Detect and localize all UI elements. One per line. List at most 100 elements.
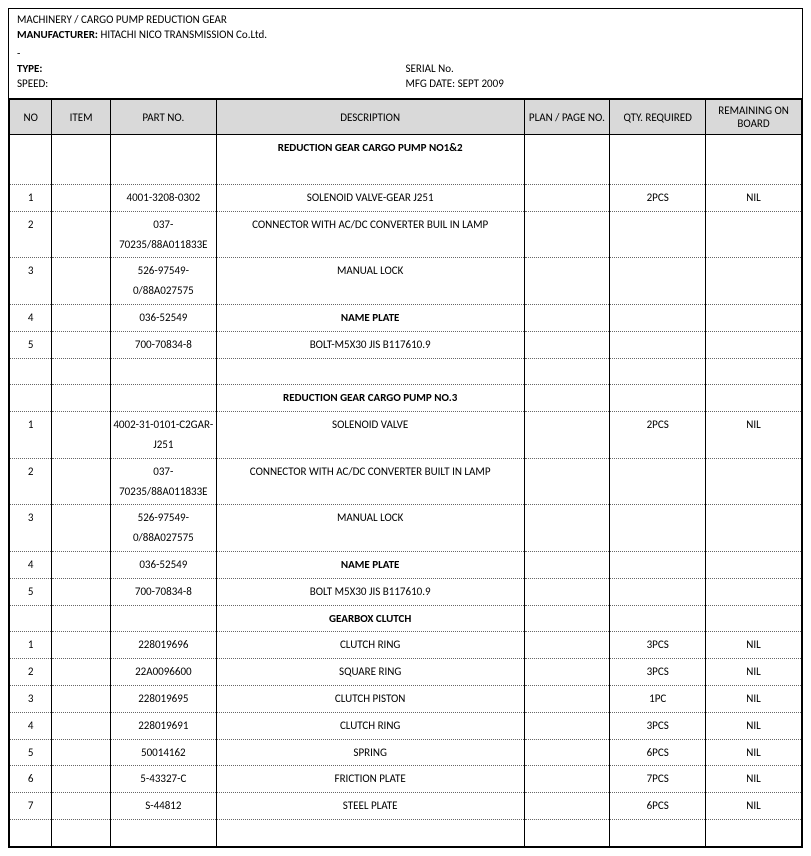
cell-rem bbox=[706, 551, 802, 578]
cell-rem bbox=[706, 135, 802, 185]
cell-rem: NIL bbox=[706, 685, 802, 712]
table-header-row: NO ITEM PART NO. DESCRIPTION PLAN / PAGE… bbox=[10, 100, 802, 135]
table-row: 4036-52549NAME PLATE bbox=[10, 304, 802, 331]
cell-rem: NIL bbox=[706, 412, 802, 459]
cell-plan bbox=[524, 578, 610, 605]
cell-desc: CLUTCH PISTON bbox=[216, 685, 524, 712]
cell-part: 22A0096600 bbox=[110, 659, 216, 686]
table-row: 65-43327-CFRICTION PLATE7PCSNIL bbox=[10, 766, 802, 793]
cell-desc: SOLENOID VALVE-GEAR J251 bbox=[216, 185, 524, 212]
table-row: 14001-3208-0302SOLENOID VALVE-GEAR J2512… bbox=[10, 185, 802, 212]
cell-plan bbox=[524, 505, 610, 552]
cell-desc: FRICTION PLATE bbox=[216, 766, 524, 793]
cell-no: 1 bbox=[10, 412, 52, 459]
manufacturer-line: MANUFACTURER: HITACHI NICO TRANSMISSION … bbox=[17, 28, 794, 41]
cell-qty bbox=[610, 258, 706, 305]
cell-desc: MANUAL LOCK bbox=[216, 258, 524, 305]
table-row: 2037-70235/88A011833ECONNECTOR WITH AC/D… bbox=[10, 458, 802, 505]
cell-plan bbox=[524, 685, 610, 712]
col-header-item: ITEM bbox=[52, 100, 111, 135]
cell-part: 037-70235/88A011833E bbox=[110, 211, 216, 258]
cell-item bbox=[52, 412, 111, 459]
cell-desc: SPRING bbox=[216, 739, 524, 766]
cell-rem: NIL bbox=[706, 739, 802, 766]
cell-blank bbox=[52, 358, 111, 385]
cell-qty: 3PCS bbox=[610, 659, 706, 686]
cell-qty bbox=[610, 505, 706, 552]
cell-rem: NIL bbox=[706, 766, 802, 793]
cell-plan bbox=[524, 412, 610, 459]
cell-desc: CLUTCH RING bbox=[216, 712, 524, 739]
col-header-desc: DESCRIPTION bbox=[216, 100, 524, 135]
type-label: TYPE: bbox=[17, 62, 42, 75]
cell-qty bbox=[610, 605, 706, 632]
cell-plan bbox=[524, 605, 610, 632]
cell-item bbox=[52, 632, 111, 659]
cell-rem: NIL bbox=[706, 793, 802, 820]
cell-qty bbox=[610, 304, 706, 331]
cell-item bbox=[52, 211, 111, 258]
cell-no: 7 bbox=[10, 793, 52, 820]
cell-desc: CLUTCH RING bbox=[216, 632, 524, 659]
cell-plan bbox=[524, 632, 610, 659]
cell-no: 4 bbox=[10, 304, 52, 331]
cell-part bbox=[110, 135, 216, 185]
cell-rem bbox=[706, 304, 802, 331]
table-row: 3526-97549-0/88A027575MANUAL LOCK bbox=[10, 505, 802, 552]
cell-qty: 6PCS bbox=[610, 739, 706, 766]
cell-item bbox=[52, 385, 111, 412]
cell-qty bbox=[610, 578, 706, 605]
cell-qty: 2PCS bbox=[610, 185, 706, 212]
parts-table: NO ITEM PART NO. DESCRIPTION PLAN / PAGE… bbox=[9, 99, 802, 847]
cell-blank bbox=[10, 358, 52, 385]
cell-part: 4001-3208-0302 bbox=[110, 185, 216, 212]
cell-blank bbox=[706, 819, 802, 846]
col-header-no: NO bbox=[10, 100, 52, 135]
cell-plan bbox=[524, 766, 610, 793]
cell-part: 228019691 bbox=[110, 712, 216, 739]
cell-desc: MANUAL LOCK bbox=[216, 505, 524, 552]
cell-rem bbox=[706, 331, 802, 358]
cell-blank bbox=[216, 819, 524, 846]
table-row: REDUCTION GEAR CARGO PUMP NO1&2 bbox=[10, 135, 802, 185]
cell-item bbox=[52, 685, 111, 712]
cell-blank bbox=[10, 819, 52, 846]
cell-qty bbox=[610, 458, 706, 505]
cell-part: 526-97549-0/88A027575 bbox=[110, 505, 216, 552]
cell-rem bbox=[706, 385, 802, 412]
cell-no bbox=[10, 605, 52, 632]
manufacturer-value: HITACHI NICO TRANSMISSION Co.Ltd. bbox=[100, 28, 267, 41]
table-row: GEARBOX CLUTCH bbox=[10, 605, 802, 632]
cell-qty: 3PCS bbox=[610, 712, 706, 739]
table-row: 4228019691CLUTCH RING3PCSNIL bbox=[10, 712, 802, 739]
cell-blank bbox=[610, 819, 706, 846]
cell-blank bbox=[52, 819, 111, 846]
serial-label: SERIAL No. bbox=[406, 62, 454, 75]
cell-no bbox=[10, 135, 52, 185]
cell-part: S-44812 bbox=[110, 793, 216, 820]
table-row: 3228019695CLUTCH PISTON1PCNIL bbox=[10, 685, 802, 712]
cell-part: 700-70834-8 bbox=[110, 331, 216, 358]
cell-no: 3 bbox=[10, 258, 52, 305]
cell-plan bbox=[524, 458, 610, 505]
cell-item bbox=[52, 458, 111, 505]
table-row: 3526-97549-0/88A027575MANUAL LOCK bbox=[10, 258, 802, 305]
speed-label: SPEED: bbox=[17, 77, 48, 90]
cell-no: 2 bbox=[10, 458, 52, 505]
cell-desc: BOLT M5X30 JIS B117610.9 bbox=[216, 578, 524, 605]
cell-rem bbox=[706, 211, 802, 258]
cell-part: 037-70235/88A011833E bbox=[110, 458, 216, 505]
document-header: MACHINERY / CARGO PUMP REDUCTION GEAR MA… bbox=[9, 9, 802, 99]
cell-plan bbox=[524, 659, 610, 686]
cell-desc: GEARBOX CLUTCH bbox=[216, 605, 524, 632]
table-row: 5700-70834-8BOLT M5X30 JIS B117610.9 bbox=[10, 578, 802, 605]
cell-item bbox=[52, 605, 111, 632]
cell-qty bbox=[610, 385, 706, 412]
cell-qty: 1PC bbox=[610, 685, 706, 712]
cell-item bbox=[52, 304, 111, 331]
table-body: REDUCTION GEAR CARGO PUMP NO1&214001-320… bbox=[10, 135, 802, 847]
cell-plan bbox=[524, 793, 610, 820]
table-row bbox=[10, 819, 802, 846]
cell-item bbox=[52, 505, 111, 552]
cell-item bbox=[52, 739, 111, 766]
